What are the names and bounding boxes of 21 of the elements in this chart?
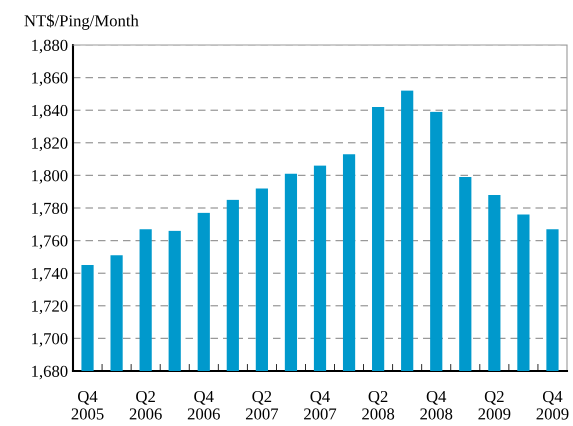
x-tick-label: Q4 2006 [188,390,220,420]
y-tick-label: 1,720 [32,300,68,314]
x-tick-label: Q4 2008 [420,390,452,420]
x-tick-label: Q2 2006 [130,390,162,420]
y-tick-label: 1,880 [32,40,68,54]
x-tick-label: Q4 2007 [304,390,336,420]
y-tick-label: 1,740 [32,268,68,282]
y-tick-label: 1,860 [32,72,68,86]
y-tick-label: 1,760 [32,235,68,249]
y-tick-label: 1,680 [32,366,68,380]
x-tick-label: Q2 2007 [246,390,278,420]
y-tick-label: 1,700 [32,333,68,347]
y-axis-title: NT$/Ping/Month [24,14,139,30]
y-tick-label: 1,800 [32,170,68,184]
x-tick-label: Q4 2009 [536,390,568,420]
y-tick-label: 1,840 [32,104,68,119]
y-tick-label: 1,780 [32,202,68,216]
x-tick-label: Q2 2009 [478,390,510,420]
x-tick-label: Q2 2008 [362,390,394,420]
x-tick-label: Q4 2005 [72,390,104,420]
y-tick-label: 1,820 [32,138,68,152]
